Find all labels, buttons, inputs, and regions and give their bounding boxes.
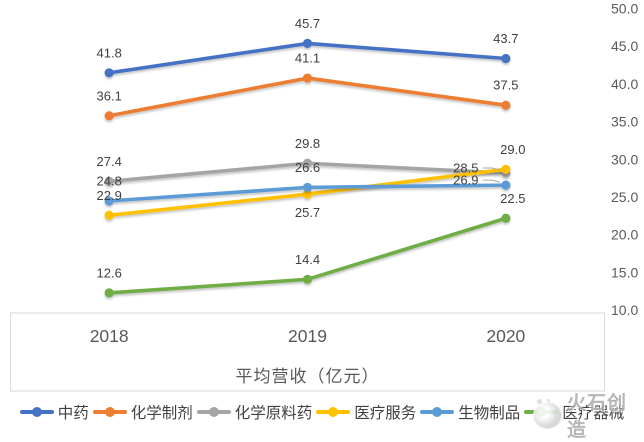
legend-line-marker-icon bbox=[524, 407, 559, 417]
y-axis-tick-label: 40.0 bbox=[611, 76, 638, 92]
series-marker-1 bbox=[104, 111, 114, 121]
legend-dot-icon bbox=[208, 407, 219, 417]
data-label: 12.6 bbox=[97, 265, 122, 280]
legend-label: 医疗器械 bbox=[562, 405, 625, 422]
data-label-leader bbox=[482, 167, 500, 171]
legend-label: 化学制剂 bbox=[130, 405, 193, 422]
series-3-group bbox=[104, 164, 511, 220]
legend-item-2: 化学原料药 bbox=[196, 401, 313, 423]
series-marker-1 bbox=[501, 100, 511, 110]
data-label: 41.8 bbox=[97, 45, 122, 60]
x-axis-tick-label: 2020 bbox=[486, 326, 525, 346]
series-marker-1 bbox=[302, 73, 313, 83]
y-axis-tick-label: 20.0 bbox=[611, 227, 638, 243]
data-label-leader bbox=[482, 179, 500, 183]
data-label: 14.4 bbox=[295, 252, 320, 267]
data-label: 27.4 bbox=[97, 154, 122, 169]
series-marker-5 bbox=[302, 274, 313, 284]
series-marker-0 bbox=[104, 68, 114, 78]
legend-item-4: 生物制品 bbox=[420, 401, 520, 423]
series-marker-2 bbox=[104, 176, 114, 186]
data-label: 45.7 bbox=[295, 16, 320, 31]
legend-item-0: 中药 bbox=[19, 401, 89, 423]
legend-dot-icon bbox=[432, 407, 443, 417]
series-5-group bbox=[104, 213, 511, 298]
data-label: 36.1 bbox=[97, 88, 122, 103]
series-0-group bbox=[104, 38, 511, 78]
series-marker-3 bbox=[501, 164, 511, 174]
legend-dot-icon bbox=[104, 407, 115, 417]
data-label: 37.5 bbox=[493, 78, 518, 93]
series-marker-4 bbox=[501, 180, 511, 190]
y-axis-tick-label: 10.0 bbox=[611, 302, 638, 318]
legend: 中药 化学制剂 化学原料药 医疗服务 生物制品 医疗器械 bbox=[6, 399, 638, 425]
legend-label: 中药 bbox=[57, 405, 89, 422]
data-label: 28.5 bbox=[453, 161, 478, 176]
y-axis-tick-label: 30.0 bbox=[611, 151, 638, 167]
series-4-group bbox=[104, 180, 511, 206]
data-label: 26.9 bbox=[453, 173, 478, 188]
data-label: 41.1 bbox=[295, 51, 320, 66]
legend-dot-icon bbox=[328, 407, 339, 417]
series-marker-0 bbox=[501, 53, 511, 64]
legend-item-1: 化学制剂 bbox=[92, 401, 193, 423]
series-1-group bbox=[104, 73, 511, 121]
legend-label: 生物制品 bbox=[458, 405, 521, 422]
series-marker-4 bbox=[104, 196, 114, 206]
x-axis-tick-label: 2018 bbox=[90, 326, 129, 346]
legend-item-3: 医疗服务 bbox=[316, 401, 416, 423]
data-label: 22.5 bbox=[500, 191, 525, 206]
axis-label-box bbox=[10, 312, 605, 392]
series-marker-4 bbox=[302, 182, 313, 192]
legend-line-marker-icon bbox=[420, 407, 455, 417]
series-marker-3 bbox=[104, 210, 114, 220]
series-marker-2 bbox=[302, 158, 313, 168]
data-label: 25.7 bbox=[295, 205, 320, 220]
series-marker-5 bbox=[501, 213, 511, 223]
legend-line-marker-icon bbox=[19, 407, 54, 417]
data-label: 22.9 bbox=[97, 188, 122, 203]
y-axis-tick-label: 50.0 bbox=[611, 1, 638, 17]
legend-dot-icon bbox=[31, 407, 42, 417]
data-label: 29.0 bbox=[500, 142, 525, 157]
legend-line-marker-icon bbox=[92, 407, 127, 417]
data-label: 26.6 bbox=[295, 160, 320, 175]
x-axis-title: 平均营收（亿元） bbox=[235, 367, 380, 386]
series-marker-0 bbox=[302, 38, 313, 49]
legend-item-5: 医疗器械 bbox=[524, 401, 624, 423]
series-marker-3 bbox=[302, 189, 313, 199]
x-axis-tick-label: 2019 bbox=[288, 326, 327, 346]
data-label: 29.8 bbox=[295, 136, 320, 151]
legend-label: 医疗服务 bbox=[354, 405, 417, 422]
series-line-1 bbox=[107, 76, 508, 118]
y-axis-tick-label: 35.0 bbox=[611, 114, 638, 130]
legend-label: 化学原料药 bbox=[234, 405, 313, 422]
y-axis-tick-label: 45.0 bbox=[611, 38, 638, 54]
y-axis-tick-label: 25.0 bbox=[611, 189, 638, 205]
series-marker-5 bbox=[104, 288, 114, 298]
data-label: 24.8 bbox=[97, 173, 122, 188]
legend-dot-icon bbox=[536, 407, 547, 417]
data-label: 43.7 bbox=[493, 31, 518, 46]
y-axis-tick-label: 15.0 bbox=[611, 264, 638, 280]
legend-line-marker-icon bbox=[196, 407, 231, 417]
legend-line-marker-icon bbox=[316, 407, 351, 417]
